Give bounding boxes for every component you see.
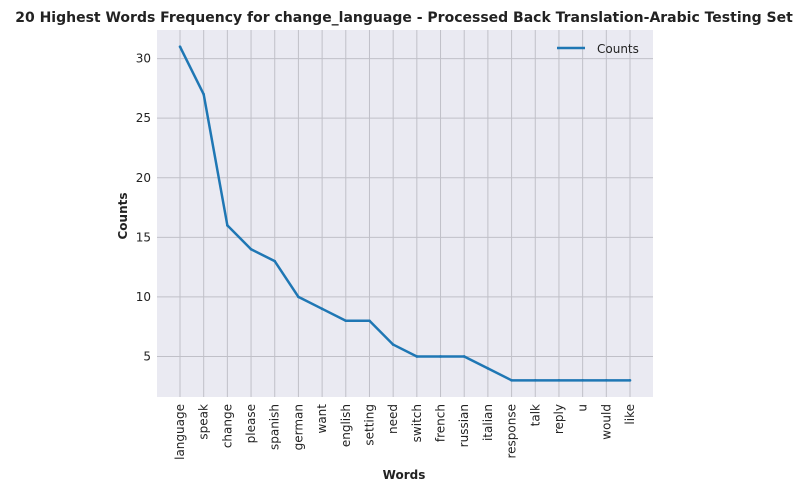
data-point xyxy=(439,355,442,358)
data-point xyxy=(486,367,490,370)
data-point xyxy=(249,247,253,251)
y-tick-labels: 5 10 15 20 25 30 xyxy=(136,52,151,364)
data-point xyxy=(605,379,608,382)
data-point xyxy=(415,355,419,358)
x-tick-labels: language speak change please spanish german wa… xyxy=(173,404,637,460)
x-tick-label: german xyxy=(291,404,305,450)
x-tick-label: u xyxy=(576,404,590,412)
data-point xyxy=(462,355,466,358)
data-point xyxy=(226,224,229,227)
x-tick-label: russian xyxy=(457,404,471,447)
data-point xyxy=(297,295,300,299)
data-point xyxy=(368,319,371,323)
x-tick-label: need xyxy=(386,404,400,434)
y-tick-label: 25 xyxy=(136,111,151,125)
y-tick-label: 20 xyxy=(136,171,151,185)
x-tick-label: italian xyxy=(481,404,495,441)
data-point xyxy=(510,379,513,382)
x-tick-label: response xyxy=(505,404,519,459)
data-point xyxy=(202,93,205,96)
x-tick-label: reply xyxy=(552,404,566,434)
series-layer xyxy=(178,45,632,382)
x-tick-label: want xyxy=(315,404,329,434)
data-point xyxy=(533,379,537,382)
x-tick-label: language xyxy=(173,404,187,460)
y-tick-label: 5 xyxy=(143,349,151,363)
x-tick-label: setting xyxy=(362,404,376,446)
data-point xyxy=(581,379,584,382)
x-gridlines xyxy=(179,30,631,397)
data-point xyxy=(178,45,182,48)
x-tick-label: french xyxy=(434,404,448,442)
data-point xyxy=(391,343,395,346)
series-line-counts xyxy=(178,46,630,382)
x-tick-label: would xyxy=(599,404,613,440)
data-point xyxy=(273,259,277,263)
y-tick-label: 15 xyxy=(136,230,151,244)
x-tick-label: spanish xyxy=(268,404,282,450)
x-tick-label: talk xyxy=(528,404,542,426)
data-point xyxy=(557,379,561,382)
x-tick-label: speak xyxy=(197,404,211,440)
x-tick-label: please xyxy=(244,404,258,443)
y-tick-label: 30 xyxy=(136,52,151,66)
data-point xyxy=(628,379,632,382)
data-point xyxy=(320,307,324,311)
x-axis-label: Words xyxy=(383,468,426,482)
chart-title: 20 Highest Words Frequency for change_la… xyxy=(15,10,793,26)
plot-area xyxy=(157,30,653,397)
x-tick-label: like xyxy=(623,404,637,425)
y-axis-label: Counts xyxy=(116,192,130,239)
x-tick-label: english xyxy=(339,404,353,447)
legend: Counts xyxy=(557,42,639,56)
data-point xyxy=(344,319,348,323)
legend-label-counts: Counts xyxy=(597,42,639,56)
x-tick-label: switch xyxy=(410,404,424,442)
x-tick-label: change xyxy=(220,404,234,448)
y-tick-label: 10 xyxy=(136,290,151,304)
